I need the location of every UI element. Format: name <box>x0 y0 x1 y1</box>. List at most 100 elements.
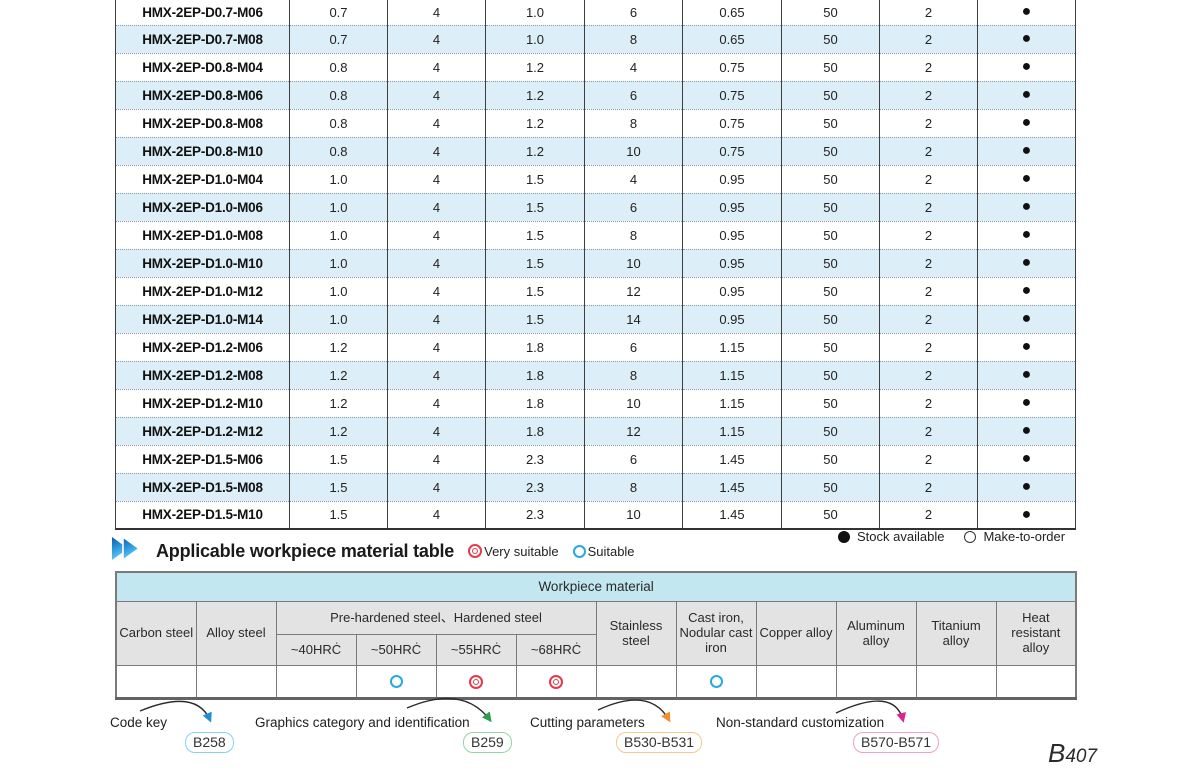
value-cell: 0.8 <box>289 53 388 82</box>
stock-available-dot: ● <box>977 109 1076 138</box>
value-cell: 6 <box>584 445 683 474</box>
spec-table-row: HMX-2EP-D0.7-M06 0.7 4 1.0 6 0.65 50 2 ● <box>115 0 1076 26</box>
value-cell: 0.95 <box>682 221 782 250</box>
spec-table-row: HMX-2EP-D1.2-M08 1.2 4 1.8 8 1.15 50 2 ● <box>115 361 1076 390</box>
value-cell: 50 <box>781 277 880 306</box>
header-prehardened-hardened: Pre-hardened steel、Hardened steel <box>275 601 597 635</box>
value-cell: 2 <box>879 221 978 250</box>
value-cell: 2.3 <box>485 501 585 529</box>
value-cell: 1.45 <box>682 473 782 502</box>
value-cell: 4 <box>387 193 486 222</box>
value-cell: 0.95 <box>682 165 782 194</box>
value-cell: 4 <box>387 249 486 278</box>
value-cell: 2 <box>879 137 978 166</box>
stock-available-icon <box>838 530 850 543</box>
spec-table-row: HMX-2EP-D0.8-M10 0.8 4 1.2 10 0.75 50 2 … <box>115 137 1076 166</box>
value-cell: 2 <box>879 53 978 82</box>
value-cell: 1.2 <box>485 109 585 138</box>
header-titanium-alloy: Titanium alloy <box>915 601 997 666</box>
value-cell: 0.8 <box>289 137 388 166</box>
value-cell: 2 <box>879 361 978 390</box>
legend-suitable-label: Suitable <box>587 543 635 559</box>
value-cell: 0.75 <box>682 53 782 82</box>
model-number-cell: HMX-2EP-D1.2-M12 <box>115 417 290 446</box>
value-cell: 1.0 <box>289 193 388 222</box>
model-number-cell: HMX-2EP-D1.0-M12 <box>115 277 290 306</box>
value-cell: 2 <box>879 81 978 110</box>
material-table-title: Workpiece material <box>115 571 1077 602</box>
page-number-prefix: B <box>1048 738 1066 768</box>
spec-table-row: HMX-2EP-D1.0-M10 1.0 4 1.5 10 0.95 50 2 … <box>115 249 1076 278</box>
value-cell: 10 <box>584 249 683 278</box>
suitable-icon <box>572 544 586 558</box>
suitability-cell <box>675 665 757 699</box>
value-cell: 1.2 <box>485 81 585 110</box>
value-cell: 2 <box>879 193 978 222</box>
value-cell: 4 <box>387 0 486 26</box>
value-cell: 50 <box>781 445 880 474</box>
value-cell: 1.2 <box>485 53 585 82</box>
value-cell: 2 <box>879 501 978 529</box>
spec-table-row: HMX-2EP-D1.0-M04 1.0 4 1.5 4 0.95 50 2 ● <box>115 165 1076 194</box>
value-cell: 1.5 <box>289 473 388 502</box>
graphics-category-label: Graphics category and identification <box>255 715 470 730</box>
value-cell: 2 <box>879 25 978 54</box>
value-cell: 1.5 <box>289 445 388 474</box>
non-standard-customization-label: Non-standard customization <box>716 715 885 730</box>
value-cell: 4 <box>387 137 486 166</box>
value-cell: 2 <box>879 277 978 306</box>
value-cell: 0.75 <box>682 109 782 138</box>
spec-table-row: HMX-2EP-D0.8-M08 0.8 4 1.2 8 0.75 50 2 ● <box>115 109 1076 138</box>
value-cell: 50 <box>781 165 880 194</box>
value-cell: 2 <box>879 249 978 278</box>
value-cell: 4 <box>387 417 486 446</box>
very-suitable-mark <box>469 674 483 689</box>
value-cell: 4 <box>387 501 486 529</box>
section-title: Applicable workpiece material table <box>156 540 455 561</box>
value-cell: 0.7 <box>289 0 388 26</box>
value-cell: 0.75 <box>682 81 782 110</box>
stock-available-dot: ● <box>977 501 1076 529</box>
value-cell: 0.7 <box>289 25 388 54</box>
model-number-cell: HMX-2EP-D0.8-M04 <box>115 53 290 82</box>
value-cell: 14 <box>584 305 683 334</box>
model-number-cell: HMX-2EP-D1.2-M08 <box>115 361 290 390</box>
spec-table-row: HMX-2EP-D1.0-M14 1.0 4 1.5 14 0.95 50 2 … <box>115 305 1076 334</box>
value-cell: 1.2 <box>289 389 388 418</box>
value-cell: 50 <box>781 249 880 278</box>
value-cell: 0.95 <box>682 277 782 306</box>
make-to-order-label: Make-to-order <box>983 529 1066 544</box>
value-cell: 10 <box>584 501 683 529</box>
value-cell: 4 <box>387 473 486 502</box>
value-cell: 2 <box>879 417 978 446</box>
value-cell: 50 <box>781 473 880 502</box>
spec-table-row: HMX-2EP-D0.8-M06 0.8 4 1.2 6 0.75 50 2 ● <box>115 81 1076 110</box>
value-cell: 2 <box>879 473 978 502</box>
suitability-cell <box>835 665 917 699</box>
value-cell: 50 <box>781 53 880 82</box>
model-number-cell: HMX-2EP-D1.0-M10 <box>115 249 290 278</box>
stock-available-dot: ● <box>977 137 1076 166</box>
model-number-cell: HMX-2EP-D1.0-M04 <box>115 165 290 194</box>
value-cell: 10 <box>584 137 683 166</box>
suitability-cell <box>995 665 1077 699</box>
ref-badge-b570-b571: B570-B571 <box>853 732 940 753</box>
legend-suitable: Suitable <box>572 543 635 559</box>
value-cell: 50 <box>781 333 880 362</box>
value-cell: 4 <box>387 25 486 54</box>
value-cell: 0.8 <box>289 81 388 110</box>
spec-table-row: HMX-2EP-D1.0-M06 1.0 4 1.5 6 0.95 50 2 ● <box>115 193 1076 222</box>
value-cell: 2 <box>879 333 978 362</box>
value-cell: 2 <box>879 165 978 194</box>
model-number-cell: HMX-2EP-D0.7-M06 <box>115 0 290 26</box>
header-alloy-steel: Alloy steel <box>195 601 277 666</box>
header-aluminum-alloy: Aluminum alloy <box>835 601 917 666</box>
suitability-cell <box>435 665 517 699</box>
value-cell: 0.95 <box>682 249 782 278</box>
header-heat-resistant-alloy: Heat resistant alloy <box>995 601 1077 666</box>
value-cell: 1.5 <box>485 249 585 278</box>
value-cell: 50 <box>781 81 880 110</box>
suitability-cell <box>355 665 437 699</box>
stock-available-dot: ● <box>977 389 1076 418</box>
value-cell: 6 <box>584 333 683 362</box>
